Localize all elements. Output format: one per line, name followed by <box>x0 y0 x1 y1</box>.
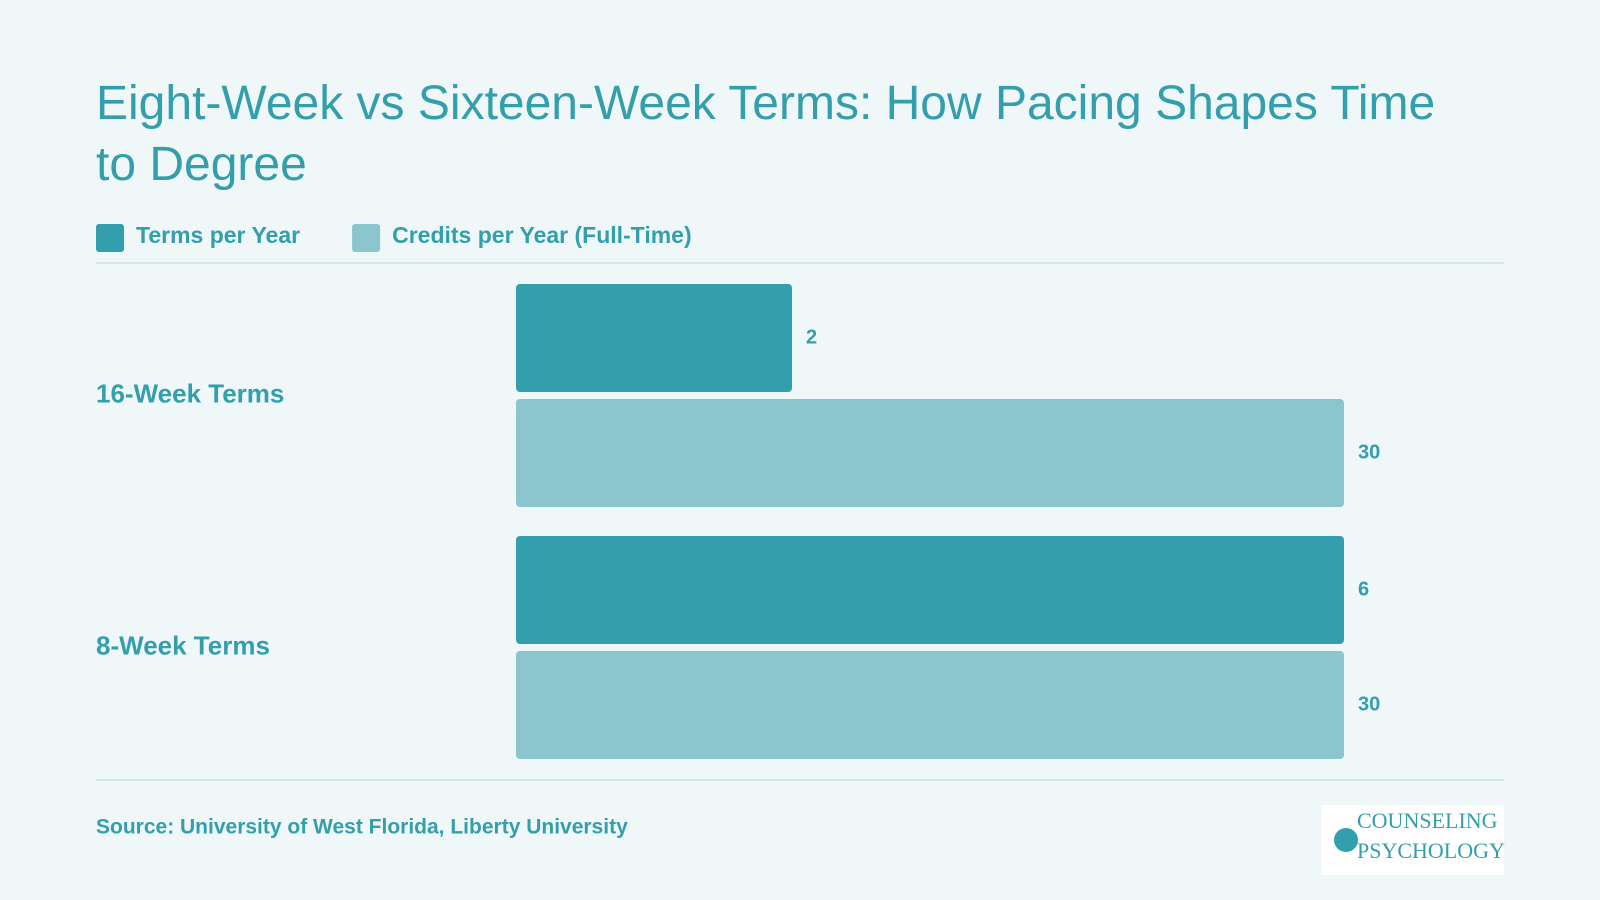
legend-swatch <box>352 224 381 252</box>
legend-label: Terms per Year <box>136 222 300 248</box>
bar <box>516 536 1344 644</box>
bar <box>516 284 792 392</box>
legend-label: Credits per Year (Full-Time) <box>392 222 692 248</box>
category-label: 8-Week Terms <box>96 630 270 660</box>
category-label: 16-Week Terms <box>96 378 284 408</box>
data-label: 2 <box>806 326 817 348</box>
logo-text: PSYCHOLOGY <box>1357 838 1505 863</box>
logo-text: COUNSELING <box>1357 808 1498 833</box>
data-label: 30 <box>1358 693 1380 715</box>
bar <box>516 399 1344 507</box>
logo: COUNSELING PSYCHOLOGY <box>1321 805 1505 875</box>
source: Source: University of West Florida, Libe… <box>96 816 628 839</box>
logo-icon <box>1334 828 1358 852</box>
bar <box>516 651 1344 759</box>
data-label: 6 <box>1358 578 1369 600</box>
data-label: 30 <box>1358 441 1380 463</box>
chart-title: Eight-Week vs Sixteen-Week Terms: How Pa… <box>96 77 1435 191</box>
legend-swatch <box>96 224 124 252</box>
